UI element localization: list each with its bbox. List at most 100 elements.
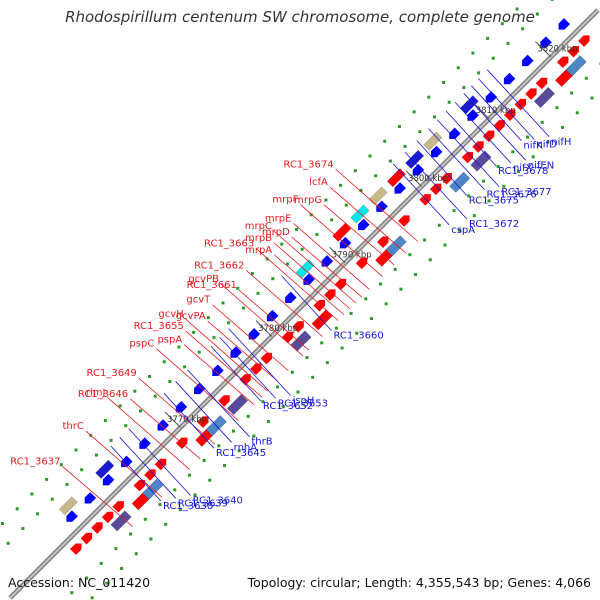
forward-gene-label[interactable]: pspC — [129, 339, 154, 350]
forward-gene-arrow[interactable] — [461, 149, 476, 164]
forward-gene-arrow[interactable] — [419, 191, 433, 206]
feature-block[interactable] — [565, 55, 587, 77]
reverse-gene-label[interactable]: thrB — [251, 437, 272, 448]
reverse-gene-arrow[interactable] — [63, 510, 78, 524]
reverse-gene-label[interactable]: RC1_3675 — [469, 195, 519, 206]
forward-gene-arrow[interactable] — [260, 350, 275, 365]
forward-gene-arrow[interactable] — [313, 297, 328, 312]
reverse-gene-arrow[interactable] — [373, 200, 388, 214]
forward-gene-arrow[interactable] — [334, 276, 349, 291]
reverse-gene-label[interactable]: nifEN — [528, 160, 554, 171]
reverse-gene-arrow[interactable] — [428, 145, 443, 160]
reverse-gene-arrow[interactable] — [337, 236, 352, 251]
forward-gene-label[interactable]: gcvH — [158, 309, 183, 320]
reverse-gene-arrow[interactable] — [483, 91, 498, 105]
reverse-gene-label[interactable]: nifH — [551, 137, 571, 148]
forward-gene-label[interactable]: RC1_3663 — [204, 239, 254, 250]
feature-block[interactable] — [533, 86, 556, 109]
forward-gene-label[interactable]: mrpD — [262, 227, 290, 238]
feature-block[interactable] — [405, 149, 425, 169]
forward-gene-label[interactable]: RC1_3655 — [134, 321, 184, 332]
forward-gene-arrow[interactable] — [578, 32, 592, 47]
reverse-gene-arrow[interactable] — [556, 18, 571, 32]
forward-gene-label[interactable]: gcvT — [186, 295, 211, 306]
forward-gene-arrow[interactable] — [144, 466, 158, 481]
feature-block[interactable] — [58, 496, 78, 516]
reverse-gene-label[interactable]: RC1_3676 — [486, 190, 536, 201]
forward-gene-arrow[interactable] — [535, 75, 550, 90]
reverse-gene-label[interactable]: RC1_3672 — [469, 219, 519, 230]
forward-gene-arrow[interactable] — [218, 392, 232, 407]
reverse-gene-label[interactable]: RC1_3660 — [333, 331, 383, 342]
reverse-gene-label[interactable]: RC1_3652 — [263, 401, 313, 412]
forward-gene-arrow[interactable] — [239, 371, 253, 386]
forward-gene-label[interactable]: mrpF — [272, 195, 298, 206]
forward-gene-arrow[interactable] — [112, 498, 126, 513]
reverse-gene-arrow[interactable] — [519, 54, 534, 69]
reverse-gene-arrow[interactable] — [392, 182, 406, 196]
forward-gene-label[interactable]: mrpB — [245, 233, 272, 244]
reverse-gene-label[interactable]: nifD — [536, 140, 557, 151]
forward-gene-label[interactable]: mrpC — [245, 221, 272, 232]
reverse-gene-arrow[interactable] — [100, 473, 115, 488]
reverse-gene-arrow[interactable] — [319, 255, 334, 269]
reverse-gene-label[interactable]: RC1_3678 — [498, 166, 548, 177]
reverse-gene-arrow[interactable] — [464, 109, 479, 123]
feature-block[interactable] — [470, 150, 492, 172]
reverse-gene-arrow[interactable] — [355, 218, 370, 233]
reverse-gene-arrow[interactable] — [446, 127, 461, 142]
reverse-gene-label[interactable]: cspA — [451, 225, 475, 236]
forward-gene-label[interactable]: RC1_3661 — [187, 280, 237, 291]
feature-block[interactable] — [226, 393, 249, 416]
forward-gene-arrow[interactable] — [292, 318, 306, 333]
forward-gene-arrow[interactable] — [493, 117, 507, 132]
forward-gene-label[interactable]: mrpE — [265, 213, 292, 224]
reverse-gene-arrow[interactable] — [209, 364, 224, 379]
forward-gene-arrow[interactable] — [504, 107, 518, 121]
forward-gene-arrow[interactable] — [514, 96, 529, 111]
reverse-gene-arrow[interactable] — [282, 291, 297, 306]
reverse-gene-label[interactable]: RC1_3653 — [278, 398, 328, 409]
reverse-gene-label[interactable]: nifX — [513, 163, 533, 174]
forward-gene-label[interactable]: mrpA — [245, 245, 272, 256]
forward-gene-arrow[interactable] — [70, 540, 84, 555]
forward-gene-label[interactable]: thrC — [63, 421, 84, 432]
feature-block[interactable] — [350, 204, 370, 224]
forward-gene-label[interactable]: mrpG — [294, 195, 322, 206]
reverse-gene-label[interactable]: RC1_3638 — [163, 501, 213, 512]
feature-block[interactable] — [295, 259, 315, 279]
forward-gene-arrow[interactable] — [525, 85, 539, 100]
reverse-gene-label[interactable]: RC1_3677 — [501, 187, 551, 198]
reverse-gene-label[interactable]: RC1_3645 — [216, 448, 266, 459]
forward-gene-arrow[interactable] — [429, 181, 444, 196]
reverse-gene-label[interactable]: nifK — [523, 141, 543, 152]
forward-gene-arrow[interactable] — [101, 509, 116, 524]
forward-gene-arrow[interactable] — [567, 43, 582, 58]
reverse-gene-label[interactable]: RC1_3640 — [193, 495, 243, 506]
forward-gene-label[interactable]: gcvPA — [176, 311, 206, 322]
forward-gene-arrow[interactable] — [133, 477, 148, 492]
forward-gene-label[interactable]: RC1_3649 — [87, 368, 137, 379]
forward-gene-label[interactable]: RC1_3662 — [194, 261, 244, 272]
forward-gene-arrow[interactable] — [250, 361, 264, 375]
reverse-gene-arrow[interactable] — [155, 419, 170, 433]
forward-gene-label[interactable]: rimJ — [86, 387, 106, 398]
reverse-gene-arrow[interactable] — [501, 72, 516, 87]
reverse-gene-arrow[interactable] — [246, 328, 261, 342]
forward-gene-label[interactable]: lcfA — [309, 177, 328, 188]
forward-gene-arrow[interactable] — [324, 286, 338, 301]
reverse-gene-arrow[interactable] — [228, 346, 242, 360]
forward-gene-arrow[interactable] — [197, 413, 211, 428]
reverse-gene-arrow[interactable] — [264, 309, 279, 324]
forward-gene-arrow[interactable] — [91, 519, 105, 534]
reverse-gene-label[interactable]: ispH — [293, 396, 315, 407]
reverse-gene-arrow[interactable] — [136, 437, 151, 451]
forward-gene-arrow[interactable] — [398, 212, 412, 227]
reverse-gene-arrow[interactable] — [191, 382, 206, 397]
feature-block[interactable] — [368, 186, 388, 206]
reverse-gene-arrow[interactable] — [82, 492, 97, 506]
forward-gene-label[interactable]: gcvPB — [188, 274, 219, 285]
feature-block[interactable] — [423, 131, 443, 151]
feature-block[interactable] — [110, 510, 132, 532]
